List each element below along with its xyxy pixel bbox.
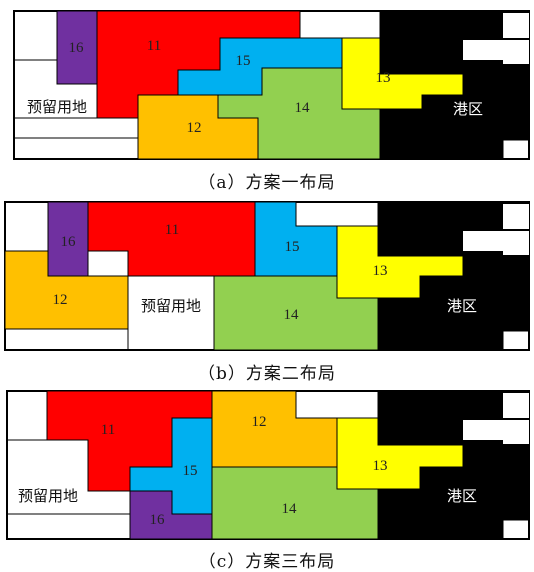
panel-b: 16 11 15 13 14 12 预留用地 港区 [0,201,534,353]
label-port: 港区 [453,100,483,118]
label-13: 13 [373,458,388,474]
caption-a: （a）方案一布局 [198,173,336,193]
label-13: 13 [376,70,391,86]
layout-map-b: 16 11 15 13 14 12 预留用地 港区 [4,201,530,351]
label-15: 15 [183,463,198,479]
panel-c: 11 15 16 12 13 14 预留用地 港区 [0,390,534,542]
layout-map-a: 16 11 15 13 14 12 预留用地 港区 [13,10,530,160]
label-16: 16 [61,234,77,250]
label-16: 16 [150,512,166,528]
label-15: 15 [285,239,300,255]
label-14: 14 [284,307,300,323]
label-11: 11 [147,38,161,54]
block-13 [336,417,464,490]
block-13 [336,225,464,299]
label-reserved: 预留用地 [27,98,87,116]
label-reserved: 预留用地 [18,487,78,505]
label-port: 港区 [447,297,477,315]
label-15: 15 [236,53,251,69]
layout-map-c: 11 15 16 12 13 14 预留用地 港区 [6,390,530,540]
label-14: 14 [295,100,311,116]
block-13 [341,37,464,110]
label-11: 11 [101,422,115,438]
label-port: 港区 [447,487,477,505]
label-16: 16 [69,40,85,56]
label-11: 11 [165,222,179,238]
label-12: 12 [252,414,267,430]
caption-b: （b）方案二布局 [198,364,336,384]
label-13: 13 [373,263,388,279]
label-reserved: 预留用地 [141,297,201,315]
label-12: 12 [187,120,202,136]
label-14: 14 [282,501,298,517]
caption-c: （c）方案三布局 [198,552,336,572]
label-12: 12 [53,292,68,308]
panel-a: 16 11 15 13 14 12 预留用地 港区 [0,10,534,162]
